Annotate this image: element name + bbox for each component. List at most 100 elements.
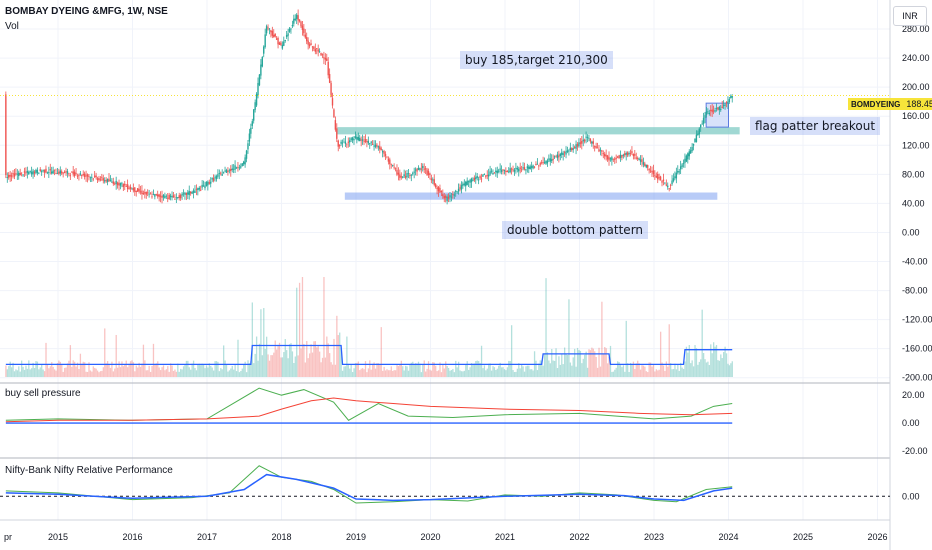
candle-body	[357, 136, 359, 141]
candle-body	[278, 42, 281, 45]
volume-bar	[589, 350, 592, 377]
volume-bar	[475, 361, 477, 377]
volume-bar	[86, 371, 89, 377]
candle-body	[318, 51, 321, 53]
candle-body	[129, 186, 132, 190]
target-annotation[interactable]: buy 185,target 210,300	[460, 51, 613, 69]
volume-bar	[58, 360, 60, 377]
volume-bar	[291, 351, 294, 377]
volume-bar	[661, 362, 663, 377]
relative-line-1	[5, 473, 733, 502]
volume-bar	[266, 336, 268, 377]
candle-body	[466, 180, 468, 185]
volume-bar	[192, 360, 195, 377]
volume-bar	[710, 344, 712, 377]
flag-annotation[interactable]: flag patter breakout	[750, 117, 881, 135]
candle-body	[172, 195, 175, 198]
candle-body	[572, 148, 574, 150]
volume-bar	[380, 327, 382, 377]
volume-bar	[525, 366, 527, 377]
volume-bar	[498, 365, 500, 377]
candle-body	[245, 150, 248, 159]
volume-bar	[62, 371, 64, 377]
volume-bar	[412, 361, 414, 377]
candle-body	[28, 172, 30, 175]
volume-bar	[619, 365, 622, 377]
candle-body	[222, 172, 225, 174]
candle-body	[485, 175, 487, 177]
candle-body	[297, 15, 299, 21]
candle-body	[192, 190, 195, 193]
candle-body	[661, 181, 663, 183]
candle-body	[159, 195, 162, 197]
volume-bar	[452, 368, 454, 377]
volume-bar	[340, 348, 342, 377]
volume-bar	[662, 365, 665, 377]
candle-body	[336, 128, 338, 139]
candle-body	[558, 155, 560, 158]
price-tick-label: -80.00	[902, 286, 928, 296]
volume-bar	[723, 352, 725, 377]
candle-body	[668, 188, 670, 190]
candle-body	[505, 171, 507, 172]
volume-bar	[171, 365, 173, 377]
volume-bar	[121, 361, 123, 377]
volume-bar	[288, 344, 291, 377]
double-bottom-annotation[interactable]: double bottom pattern	[502, 221, 649, 239]
candle-body	[69, 175, 72, 177]
candle-body	[529, 166, 531, 170]
volume-bar	[124, 364, 126, 377]
volume-bar	[281, 357, 284, 377]
volume-bar	[705, 362, 708, 377]
volume-bar	[697, 364, 699, 377]
volume-bar	[330, 362, 332, 377]
volume-bar	[617, 361, 619, 377]
volume-bar	[658, 369, 660, 377]
time-tick-label: 2026	[867, 532, 887, 542]
candle-body	[324, 57, 327, 60]
candle-body	[169, 195, 172, 197]
volume-bar	[621, 367, 623, 377]
candle-body	[326, 58, 328, 61]
volume-bar	[632, 361, 635, 377]
volume-bar	[602, 354, 604, 377]
currency-button[interactable]: INR	[893, 6, 927, 26]
candle-body	[151, 196, 153, 198]
candle-body	[728, 99, 731, 102]
candle-body	[545, 160, 547, 164]
candle-body	[628, 153, 630, 155]
candle-body	[456, 191, 458, 193]
candle-body	[142, 193, 145, 195]
candle-body	[700, 125, 702, 128]
candle-body	[71, 171, 73, 173]
candle-body	[234, 165, 236, 170]
candle-body	[482, 174, 484, 177]
volume-bar	[479, 363, 481, 377]
candle-body	[26, 170, 29, 173]
candle-body	[138, 188, 140, 192]
volume-bar	[700, 359, 702, 377]
candle-body	[571, 148, 573, 151]
volume-bar	[198, 363, 200, 377]
candle-body	[495, 170, 497, 173]
candle-body	[684, 158, 686, 163]
volume-bar	[714, 346, 716, 377]
volume-bar	[321, 357, 324, 377]
candle-body	[177, 197, 179, 198]
volume-bar	[453, 372, 455, 377]
volume-bar	[111, 361, 113, 377]
volume-bar	[426, 368, 428, 377]
volume-bar	[326, 336, 328, 377]
volume-bar	[730, 363, 732, 377]
candle-body	[369, 143, 371, 145]
volume-bar	[109, 367, 112, 377]
candle-body	[350, 138, 352, 141]
candle-body	[465, 181, 467, 187]
candle-body	[672, 178, 675, 182]
volume-bar	[19, 371, 21, 377]
volume-bar	[260, 309, 262, 377]
volume-bar	[456, 367, 458, 377]
candle-body	[409, 175, 411, 177]
volume-bar	[41, 364, 43, 377]
